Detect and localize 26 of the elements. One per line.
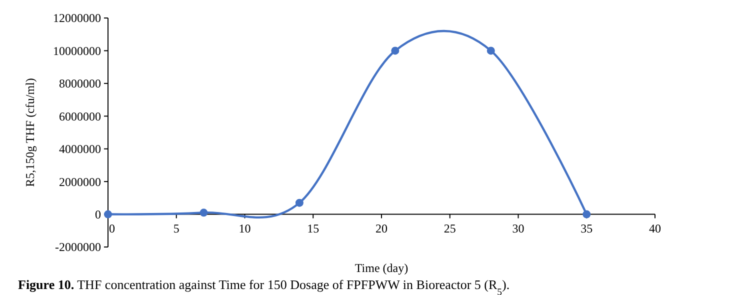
point: [295, 198, 304, 207]
x-tick-label: 20: [376, 221, 388, 236]
x-tick-label: 0: [109, 221, 115, 236]
x-axis-title: Time (day): [354, 261, 408, 275]
x-tick-label: 25: [444, 221, 456, 236]
point: [391, 46, 400, 55]
point: [200, 208, 208, 217]
x-tick-label: 5: [173, 221, 180, 236]
y-tick-label: 6000000: [59, 109, 101, 124]
x-tick-label: 15: [307, 221, 320, 236]
y-tick-label: 10000000: [53, 44, 101, 58]
y-axis-title: R5,150g THF (cfu/ml): [23, 78, 37, 187]
y-tick-label: 12000000: [53, 11, 101, 26]
y-tick-label: 4000000: [59, 142, 101, 156]
y-tick-label: 8000000: [59, 76, 101, 91]
y-tick-label: -2000000: [55, 240, 101, 254]
x-tick-label: 10: [238, 221, 251, 236]
x-tick-label: 40: [649, 221, 661, 236]
y-tick-label: 0: [95, 207, 101, 222]
x-tick-label: 30: [512, 221, 524, 236]
point: [486, 46, 495, 55]
y-tick-label: 2000000: [59, 174, 101, 189]
point: [582, 210, 591, 218]
x-tick-label: 35: [580, 221, 593, 236]
caption: Figure 10. THF concentration against Time for 150 Dosage of FPFPWW in Bioreactor 5 (R$_{5}$).: [18, 277, 510, 295]
point: [104, 210, 112, 218]
